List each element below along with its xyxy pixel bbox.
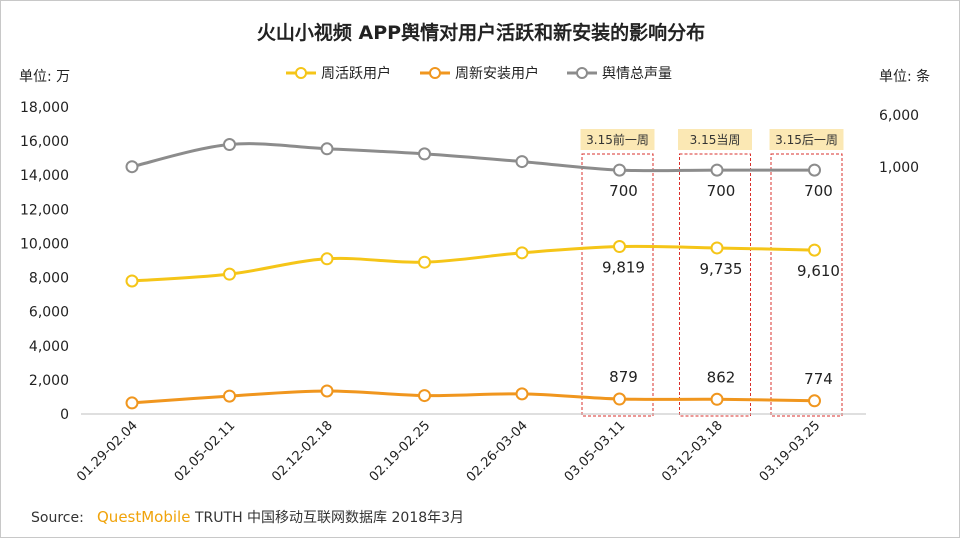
data-point	[515, 155, 529, 169]
data-point	[613, 163, 626, 177]
source-prefix: Source:	[31, 510, 84, 526]
data-label: 700	[707, 182, 736, 200]
data-point	[125, 160, 139, 174]
y-tick-label: 2,000	[29, 373, 69, 389]
x-tick-label: 02.05-02.11	[172, 418, 239, 485]
source-note: Source: QuestMobile TRUTH 中国移动互联网数据库 201…	[31, 508, 464, 526]
data-point	[223, 138, 236, 152]
data-point	[808, 163, 821, 177]
left-axis-unit: 单位: 万	[19, 69, 70, 85]
data-label: 9,735	[700, 260, 743, 278]
x-tick-label: 03.12-03.18	[659, 418, 726, 485]
data-point	[320, 142, 334, 156]
highlight-box	[679, 153, 751, 417]
right-axis-unit: 单位: 条	[879, 68, 930, 85]
series-line	[131, 244, 815, 283]
highlight-tag	[580, 129, 655, 150]
highlight-label: 3.15当周	[690, 133, 741, 147]
y-tick-label: 18,000	[20, 100, 69, 116]
x-tick-label: 03.05-03.11	[562, 418, 629, 485]
series-2	[125, 384, 821, 410]
y-tick-label: 12,000	[20, 202, 69, 218]
data-label: 879	[609, 368, 638, 386]
data-point	[223, 267, 236, 281]
left-y-axis: 0 2,000 4,000 6,000 8,000 10,000 12,000 14,000 1…	[20, 100, 69, 423]
series-line	[131, 389, 815, 405]
legend-label: 舆情总声量	[602, 66, 672, 82]
data-point	[710, 241, 724, 255]
data-point	[515, 246, 529, 260]
data-point	[418, 255, 431, 269]
highlight-tag	[769, 129, 844, 150]
data-point	[223, 389, 236, 403]
x-tick-label: 02.19-02.25	[367, 418, 434, 485]
source-brand: QuestMobile	[97, 508, 190, 526]
data-point	[808, 394, 821, 408]
y-tick-label: 0	[60, 407, 69, 423]
data-point	[125, 274, 139, 288]
data-label: 862	[707, 368, 736, 386]
source-text: TRUTH 中国移动互联网数据库 2018年3月	[194, 510, 464, 526]
data-point	[613, 392, 626, 406]
legend-label: 周活跃用户	[321, 65, 391, 82]
data-label: 9,610	[797, 262, 840, 280]
data-point	[515, 387, 529, 401]
y-tick-label: 16,000	[20, 134, 69, 150]
x-tick-label: 02.12-02.18	[269, 418, 336, 485]
y-tick-label: 6,000	[29, 305, 69, 321]
y-tick-label: 4,000	[29, 339, 69, 355]
data-label: 9,819	[602, 259, 645, 277]
data-labels: 9,819 9,735 9,610 879 862 774 700 700 700	[602, 182, 840, 388]
data-point	[320, 252, 334, 266]
data-label: 700	[804, 182, 833, 200]
data-point	[613, 240, 626, 254]
highlight-boxes: 3.15前一周 3.15当周 3.15后一周	[580, 129, 844, 417]
y-tick-label: 10,000	[20, 236, 69, 252]
data-point	[320, 384, 334, 398]
series-group	[125, 138, 821, 410]
data-point	[710, 392, 724, 406]
series-3	[125, 138, 821, 177]
data-point	[710, 163, 724, 177]
chart-title: 火山小视频 APP舆情对用户活跃和新安装的影响分布	[257, 21, 705, 44]
legend: 周活跃用户 周新安装用户 舆情总声量	[286, 65, 672, 82]
highlight-tag	[678, 129, 752, 150]
highlight-box	[581, 153, 654, 417]
legend-marker	[576, 67, 588, 79]
data-point	[125, 396, 139, 410]
series-1	[125, 240, 821, 288]
x-axis: 01.29-02.04 02.05-02.11 02.12-02.18 02.19-0…	[74, 418, 823, 485]
highlight-label: 3.15前一周	[586, 132, 649, 147]
data-label: 774	[804, 370, 833, 388]
data-label: 700	[609, 182, 638, 200]
legend-label: 周新安装用户	[455, 65, 539, 82]
right-y-axis: 6,000 1,000	[879, 108, 919, 176]
x-tick-label: 03.19-03.25	[757, 418, 824, 485]
highlight-box	[770, 153, 843, 417]
x-tick-label: 02.26-03-04	[464, 418, 531, 485]
right-y-tick-label: 1,000	[879, 160, 919, 176]
data-point	[418, 147, 431, 161]
data-point	[418, 389, 431, 403]
y-tick-label: 8,000	[29, 271, 69, 287]
legend-marker	[295, 67, 307, 79]
y-tick-label: 14,000	[20, 168, 69, 184]
x-tick-label: 01.29-02.04	[74, 418, 141, 485]
right-y-tick-label: 6,000	[879, 108, 919, 124]
data-point	[808, 243, 821, 257]
legend-marker	[429, 67, 441, 79]
highlight-label: 3.15后一周	[775, 133, 838, 147]
